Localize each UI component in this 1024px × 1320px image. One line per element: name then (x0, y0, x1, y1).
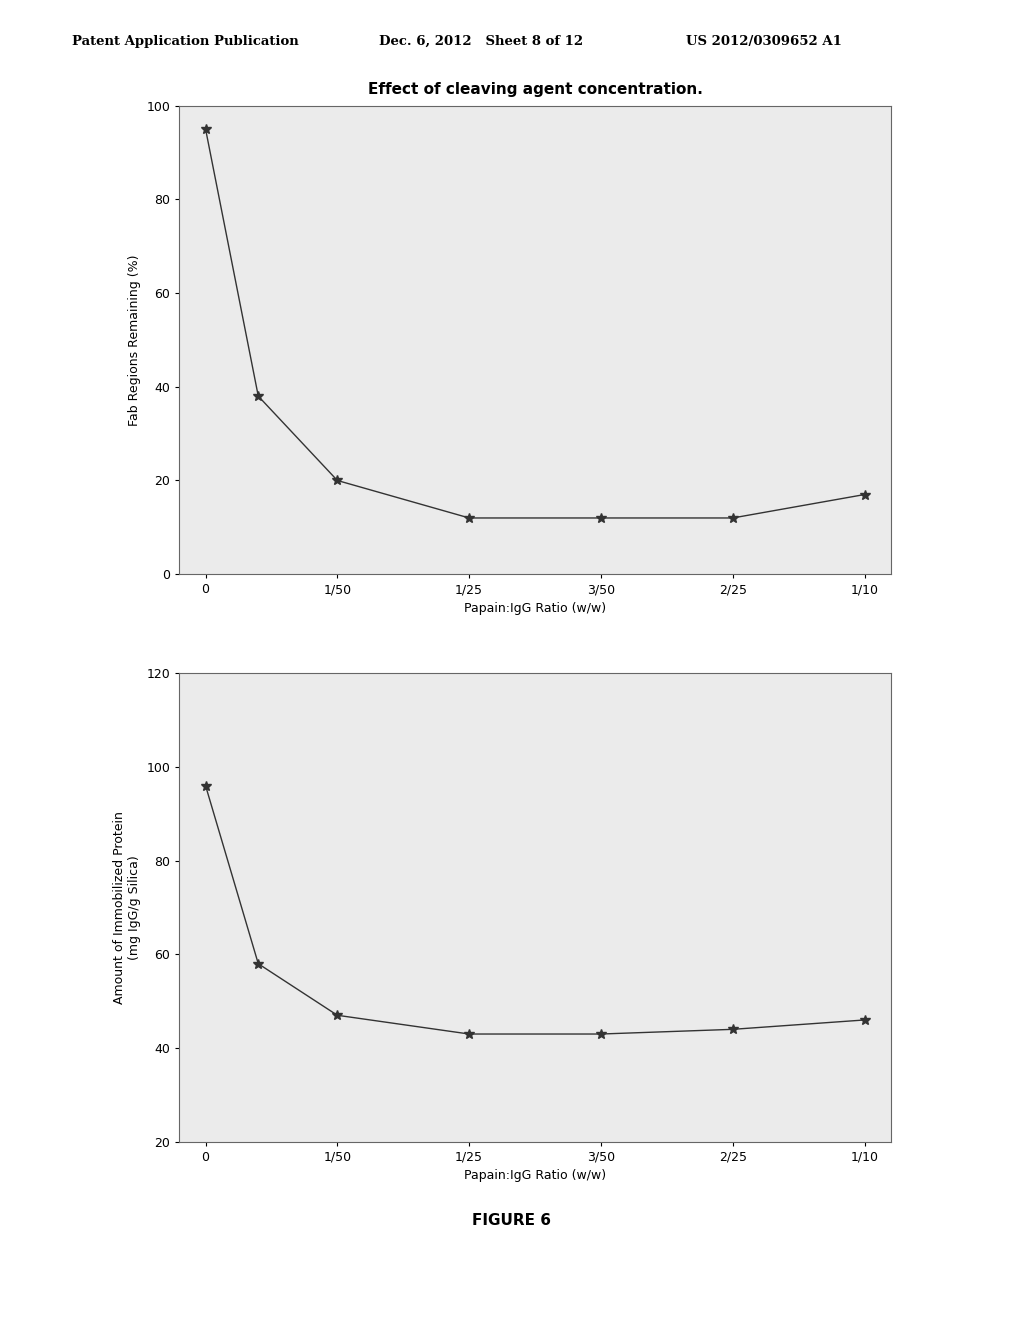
Text: Patent Application Publication: Patent Application Publication (72, 34, 298, 48)
Y-axis label: Fab Regions Remaining (%): Fab Regions Remaining (%) (128, 255, 140, 425)
Y-axis label: Amount of Immobilized Protein
(mg IgG/g Silica): Amount of Immobilized Protein (mg IgG/g … (113, 810, 140, 1005)
Text: US 2012/0309652 A1: US 2012/0309652 A1 (686, 34, 842, 48)
Title: Effect of cleaving agent concentration.: Effect of cleaving agent concentration. (368, 82, 702, 98)
X-axis label: Papain:IgG Ratio (w/w): Papain:IgG Ratio (w/w) (464, 1170, 606, 1183)
X-axis label: Papain:IgG Ratio (w/w): Papain:IgG Ratio (w/w) (464, 602, 606, 615)
Text: FIGURE 6: FIGURE 6 (472, 1213, 552, 1228)
Text: Dec. 6, 2012   Sheet 8 of 12: Dec. 6, 2012 Sheet 8 of 12 (379, 34, 583, 48)
